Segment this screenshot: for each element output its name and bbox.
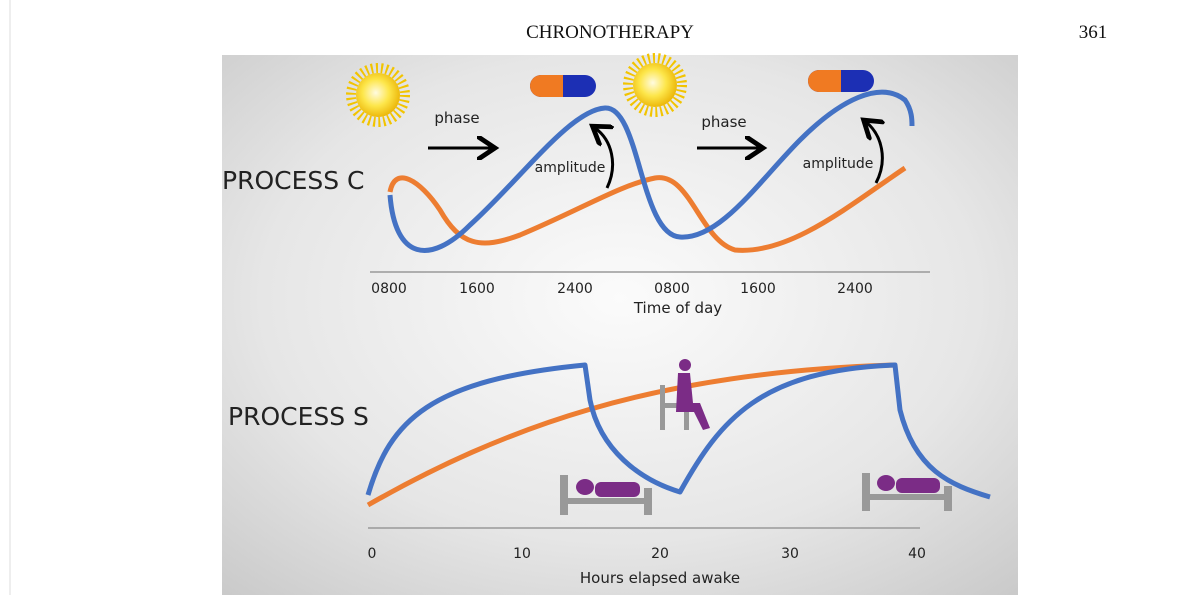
process-s-blue-curve [365, 362, 991, 500]
annotation: amplitude [803, 156, 874, 172]
amplitude-arrow [595, 128, 613, 189]
process-c-blue-curve [387, 89, 915, 253]
figure-background [222, 55, 1018, 595]
axis-label: Hours elapsed awake [580, 569, 740, 587]
x-tick-label: 0800 [654, 281, 690, 297]
pill [808, 70, 874, 92]
axis-label: Time of day [633, 299, 722, 317]
x-tick-label: 1600 [459, 281, 495, 297]
bed-icon [862, 473, 952, 511]
sun [623, 53, 687, 117]
process-s-label: PROCESS S [228, 402, 369, 431]
x-tick-label: 10 [513, 546, 531, 562]
x-tick-label: 0 [368, 546, 377, 562]
x-tick-label: 2400 [557, 281, 593, 297]
running-head: CHRONOTHERAPY [526, 22, 694, 43]
x-ticks: 0800 1600 2400 0800 1600 2400 [371, 281, 873, 297]
process-c-orange-curve [387, 165, 907, 253]
annotation: phase [701, 113, 746, 131]
x-tick-label: 0800 [371, 281, 407, 297]
x-tick-label: 20 [651, 546, 669, 562]
sun [346, 63, 410, 127]
annotation: phase [434, 109, 479, 127]
amplitude-arrow [866, 122, 882, 184]
x-tick-label: 40 [908, 546, 926, 562]
x-ticks: 0 10 20 30 40 [368, 546, 926, 562]
page-number: 361 [1079, 22, 1108, 43]
process-c-label: PROCESS C [222, 166, 365, 195]
process-s-orange-curve [366, 362, 896, 508]
bed-icon [560, 475, 652, 515]
seated-person-icon [660, 359, 710, 430]
x-tick-label: 30 [781, 546, 799, 562]
pill [530, 75, 596, 97]
x-tick-label: 1600 [740, 281, 776, 297]
annotation: amplitude [535, 160, 606, 176]
x-tick-label: 2400 [837, 281, 873, 297]
